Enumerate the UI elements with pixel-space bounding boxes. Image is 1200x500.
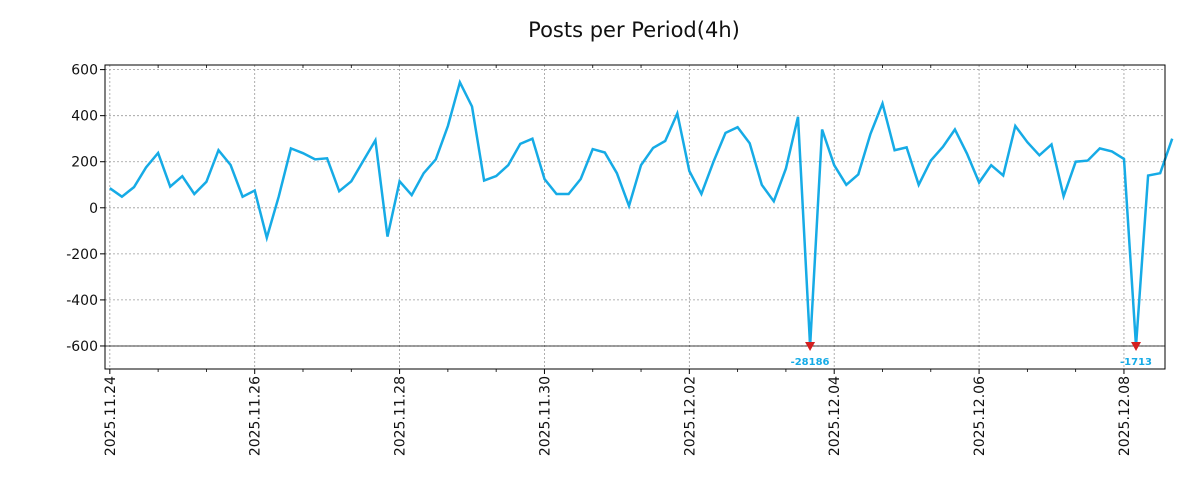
annotation-label: -1713 [1120, 357, 1152, 368]
plot-frame [104, 64, 1166, 370]
x-tick-label: 2025.11.26 [248, 376, 264, 456]
x-tick-label: 2025.11.30 [537, 376, 553, 456]
x-tick-label: 2025.12.06 [972, 376, 988, 456]
y-tick-label: -600 [66, 339, 98, 355]
x-tick-label: 2025.12.04 [827, 376, 843, 456]
x-tick-label: 2025.11.24 [103, 376, 119, 456]
grid [105, 65, 1165, 369]
annotation-label: -28186 [791, 357, 830, 368]
y-tick-label: -400 [66, 293, 98, 309]
y-tick-label: 0 [89, 201, 98, 217]
chart-title: Posts per Period(4h) [528, 18, 740, 42]
y-tick-label: -200 [66, 247, 98, 263]
y-tick-label: 600 [71, 63, 98, 79]
y-tick-label: 400 [71, 109, 98, 125]
x-tick-label: 2025.12.08 [1117, 376, 1133, 456]
x-tick-label: 2025.11.28 [393, 376, 409, 456]
annotation-marker [805, 341, 816, 351]
axes: 600 400 200 0 -200 -400 -600 2025.11.24 2025.11.… [66, 63, 1166, 456]
annotation-marker [1131, 341, 1142, 351]
annotations: -28186 -1713 [791, 341, 1152, 368]
y-tick-label: 200 [71, 155, 98, 171]
series-line [109, 78, 1174, 347]
series-layer [109, 78, 1174, 347]
x-tick-label: 2025.12.02 [682, 376, 698, 456]
